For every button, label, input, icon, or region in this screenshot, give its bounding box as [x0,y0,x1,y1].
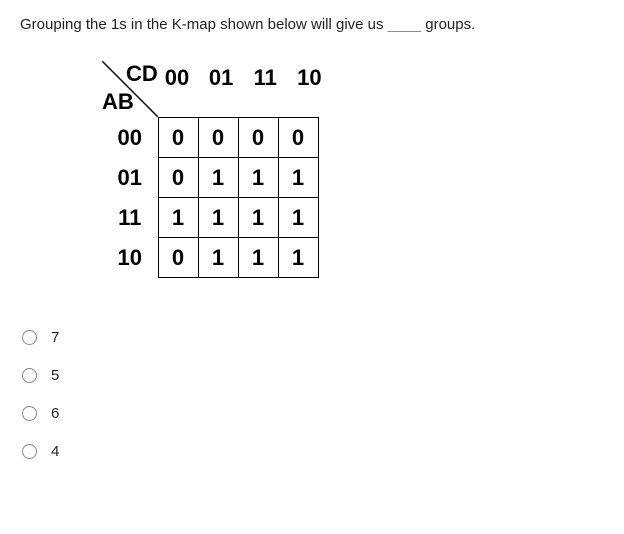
options-list: 7 5 6 4 [20,318,604,470]
kmap-col-headers: 00 01 11 10 [158,65,328,91]
radio-icon [22,330,37,345]
kmap-row-3: 10 0 1 1 1 [102,238,318,278]
cell-2-2: 1 [238,198,278,238]
option-0[interactable]: 7 [20,318,604,356]
cell-0-3: 0 [278,118,318,158]
cell-1-1: 1 [198,158,238,198]
col-header-0: 00 [158,65,196,91]
option-label: 7 [51,329,59,346]
option-label: 5 [51,367,59,384]
row-header-2: 11 [102,198,158,238]
cell-3-1: 1 [198,238,238,278]
kmap-row-0: 00 0 0 0 0 [102,118,318,158]
option-1[interactable]: 5 [20,356,604,394]
col-header-1: 01 [202,65,240,91]
option-label: 6 [51,405,59,422]
row-header-3: 10 [102,238,158,278]
cell-0-1: 0 [198,118,238,158]
kmap-header: CD AB 00 01 11 10 [102,61,604,117]
kmap-row-1: 01 0 1 1 1 [102,158,318,198]
question-prefix: Grouping the 1s in the K-map shown below… [20,16,388,33]
kmap-var-cd: CD [126,61,158,87]
row-header-1: 01 [102,158,158,198]
kmap-row-2: 11 1 1 1 1 [102,198,318,238]
option-label: 4 [51,443,59,460]
col-header-3: 10 [290,65,328,91]
question-text: Grouping the 1s in the K-map shown below… [20,16,604,33]
cell-2-3: 1 [278,198,318,238]
question-blank: ____ [388,16,421,33]
radio-icon [22,368,37,383]
col-header-2: 11 [246,65,284,91]
cell-3-0: 0 [158,238,198,278]
radio-icon [22,444,37,459]
cell-0-2: 0 [238,118,278,158]
cell-0-0: 0 [158,118,198,158]
kmap-var-ab: AB [102,89,134,115]
question-suffix: groups. [421,16,475,33]
row-header-0: 00 [102,118,158,158]
option-2[interactable]: 6 [20,394,604,432]
cell-2-0: 1 [158,198,198,238]
kmap-table: 00 0 0 0 0 01 0 1 1 1 11 1 1 1 1 10 0 1 … [102,117,319,278]
cell-3-3: 1 [278,238,318,278]
cell-2-1: 1 [198,198,238,238]
cell-1-3: 1 [278,158,318,198]
cell-3-2: 1 [238,238,278,278]
cell-1-0: 0 [158,158,198,198]
cell-1-2: 1 [238,158,278,198]
radio-icon [22,406,37,421]
option-3[interactable]: 4 [20,432,604,470]
kmap: CD AB 00 01 11 10 00 0 0 0 0 01 0 1 1 1 … [102,61,604,278]
